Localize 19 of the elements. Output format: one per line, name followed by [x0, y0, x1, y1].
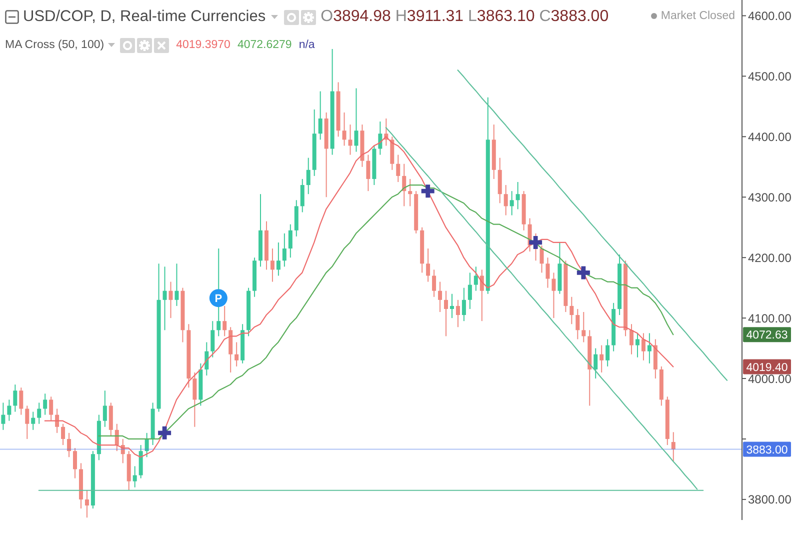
- y-tick-label: 3800.00: [748, 492, 792, 507]
- y-tick-label: 4300.00: [748, 190, 792, 204]
- text: USD/COP, D, Real-time Currencies: [23, 8, 266, 26]
- text: 4019.40: [746, 362, 788, 374]
- annotation: 4019.3970: [176, 39, 230, 51]
- y-tick-label: 4500.00: [748, 69, 792, 84]
- text: 4072.63: [746, 330, 788, 342]
- annotation: n/a: [298, 39, 315, 51]
- y-tick-label: 4000.00: [748, 372, 792, 386]
- text: O3894.98 H3911.31 L3863.10 C3883.00: [320, 8, 609, 25]
- annotation: 4072.6279: [237, 39, 292, 51]
- y-tick-label: 4600.00: [748, 8, 792, 23]
- y-tick-label: 4400.00: [748, 130, 792, 144]
- y-tick-label: 4200.00: [748, 250, 792, 265]
- annotation: MA Cross (50, 100): [5, 39, 104, 51]
- annotation: Market Closed: [660, 10, 735, 22]
- ref-line-label: 3883.00: [746, 444, 788, 456]
- y-tick-label: 4100.00: [748, 311, 792, 326]
- annotation: P: [214, 293, 222, 306]
